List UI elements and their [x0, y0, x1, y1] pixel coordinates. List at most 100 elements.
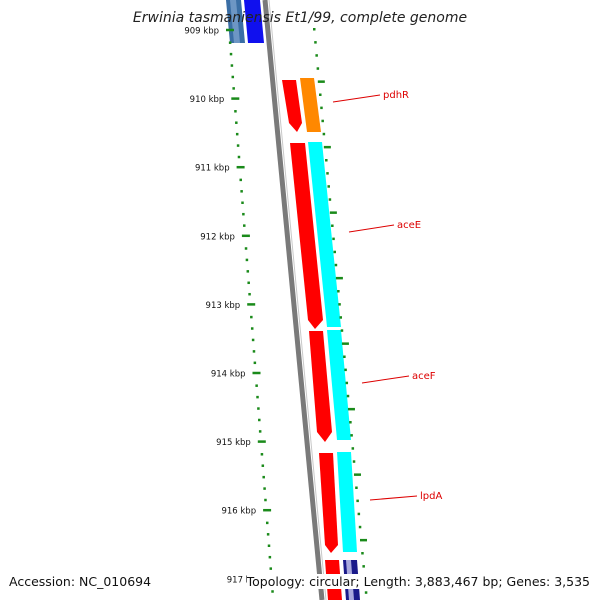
scale-minor-tick [268, 555, 272, 559]
scale-tick-label: 911 kbp [195, 164, 230, 174]
scale-minor-tick [261, 464, 265, 467]
gene-aceE-cds [290, 143, 323, 329]
gene-label-leader [348, 224, 395, 233]
scale-tick-label: 910 kbp [190, 95, 225, 105]
scale-minor-tick [258, 418, 261, 422]
scale-tick-label: 909 kbp [184, 27, 219, 37]
scale-tick-label: 913 kbp [206, 301, 241, 311]
gene-label-pdhR: pdhR [383, 90, 409, 101]
outer-minor-tick [319, 93, 322, 96]
gene-pdhR-feature [300, 78, 321, 132]
outer-minor-tick [361, 552, 364, 555]
scale-tick-label: 916 kbp [221, 507, 256, 517]
scale-tick-label: 912 kbp [200, 232, 235, 242]
scale-minor-tick [230, 64, 234, 67]
scale-tick-label: 915 kbp [216, 438, 251, 448]
scale-minor-tick [237, 155, 241, 159]
scale-minor-tick [241, 201, 244, 204]
scale-minor-tick [267, 544, 271, 547]
gene-labels: pdhR aceE aceF lpdA [332, 90, 442, 502]
outer-major-tick [360, 538, 368, 542]
scale-minor-tick [266, 533, 270, 536]
scale-minor-tick [262, 475, 265, 479]
gene-label-lpdA: lpdA [420, 491, 442, 502]
outer-minor-tick [344, 368, 347, 372]
scale-minor-tick [251, 338, 255, 342]
outer-minor-tick [331, 224, 334, 227]
scale-tick-label: 917 kbp [227, 575, 262, 585]
outer-minor-tick [334, 263, 338, 267]
gene-block-top-faint [230, 0, 240, 43]
scale-minor-tick [271, 590, 274, 593]
outer-minor-tick [356, 499, 359, 503]
gene-aceF-cds [309, 331, 332, 442]
gene-label-aceF: aceF [412, 371, 436, 382]
outer-minor-tick [349, 421, 352, 424]
gene-lpdA-cds [319, 453, 338, 553]
scale-minor-tick [265, 521, 269, 525]
scale-minor-tick [244, 247, 248, 250]
outer-minor-tick [357, 512, 361, 516]
outer-minor-tick [343, 355, 346, 358]
outer-minor-tick [337, 290, 340, 293]
outer-minor-tick [346, 394, 350, 398]
outer-minor-tick [340, 329, 344, 332]
scale-minor-tick [243, 224, 246, 227]
topology-text: Topology: circular; Length: 3,883,467 bp… [246, 574, 590, 589]
gene-label-leader [361, 375, 410, 384]
outer-minor-tick [321, 119, 324, 123]
scale-tick-label: 914 kbp [211, 370, 246, 380]
scale-minor-tick [256, 395, 259, 399]
outer-minor-tick [355, 486, 358, 489]
scale-minor-tick [264, 498, 267, 502]
scale-minor-tick [235, 132, 239, 136]
scale-minor-tick [236, 144, 240, 147]
gene-aceE-feature [308, 142, 341, 327]
outer-minor-tick [326, 172, 329, 175]
outer-minor-tick [315, 54, 318, 57]
outer-major-tick [353, 473, 361, 476]
scale-minor-tick [228, 41, 232, 44]
accession-text: Accession: NC_010694 [9, 574, 152, 589]
gene-pdhR-cds [282, 80, 302, 132]
scale-minor-tick [229, 52, 233, 56]
outer-scale-ticks [313, 28, 368, 594]
outer-major-tick [317, 80, 325, 83]
scale-minor-tick [247, 281, 250, 285]
outer-major-tick [329, 211, 337, 214]
gene-block-top-darkblue [244, 0, 264, 43]
scale-ticks: 909 kbp 910 kbp 911 kbp 912 kbp 913 kbp 914 k… [184, 27, 277, 593]
outer-minor-tick [345, 381, 349, 385]
outer-minor-tick [352, 460, 356, 463]
gene-label-leader [332, 94, 381, 103]
gene-label-leader [369, 495, 418, 501]
scale-minor-tick [234, 110, 237, 113]
outer-minor-tick [339, 316, 343, 319]
scale-minor-tick [258, 430, 262, 433]
outer-minor-tick [364, 591, 368, 594]
genome-backbone [262, 0, 325, 600]
gene-aceF-feature [327, 330, 351, 440]
scale-minor-tick [231, 75, 235, 79]
outer-minor-tick [333, 250, 336, 254]
gene-label-aceE: aceE [397, 220, 421, 231]
outer-minor-tick [358, 525, 362, 529]
outer-major-tick [323, 145, 331, 149]
scale-minor-tick [239, 178, 242, 182]
outer-major-tick [341, 342, 349, 345]
outer-minor-tick [313, 28, 316, 31]
scale-minor-tick [257, 407, 260, 410]
outer-minor-tick [327, 185, 330, 188]
outer-minor-tick [350, 434, 353, 437]
outer-minor-tick [362, 565, 365, 568]
outer-minor-tick [328, 198, 332, 201]
scale-minor-tick [260, 453, 264, 456]
scale-minor-tick [242, 212, 245, 216]
outer-minor-tick [351, 447, 355, 450]
outer-minor-tick [322, 132, 326, 136]
outer-minor-tick [332, 237, 335, 241]
scale-minor-tick [250, 315, 253, 319]
outer-major-tick [335, 276, 343, 280]
outer-minor-tick [314, 41, 317, 44]
